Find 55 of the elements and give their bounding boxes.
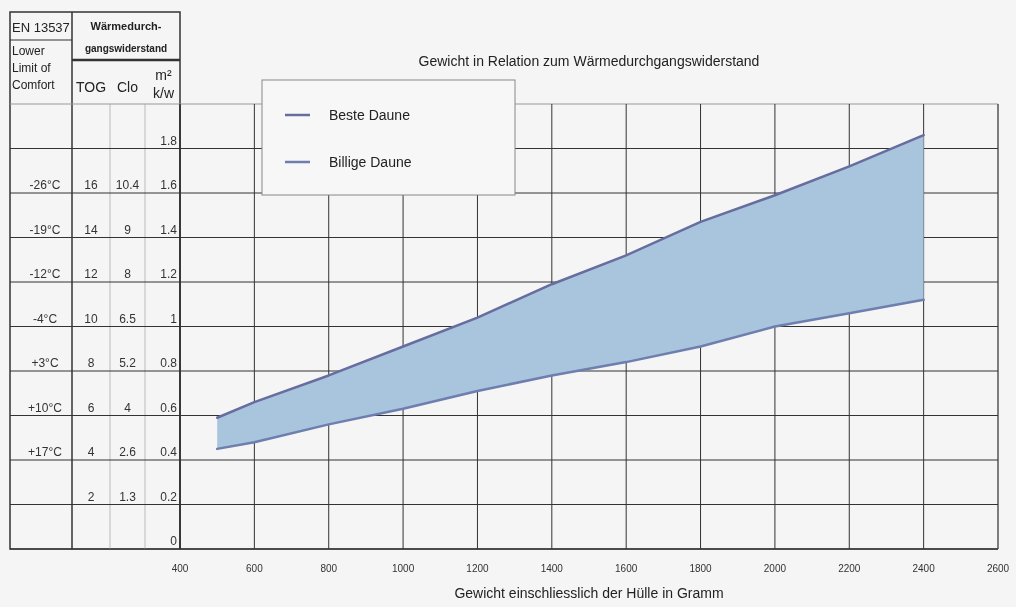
y3-tick-label: 2.6 — [119, 445, 137, 459]
y2-tick-label: 10 — [84, 311, 98, 326]
text: -4°C — [32, 311, 58, 326]
y-tick-label: 0.6 — [160, 400, 178, 415]
y3-tick-label: 5.2 — [119, 356, 137, 370]
y3-tick-label: 8 — [124, 267, 132, 281]
y-tick-label: 1.6 — [160, 178, 178, 192]
legend-label: Beste Daune — [329, 107, 411, 123]
x-tick-label: 1000 — [391, 563, 415, 574]
y-tick-label: 1.4 — [160, 222, 178, 237]
y2-tick-label: 8 — [87, 356, 95, 370]
y2-tick-label: 2 — [87, 489, 95, 504]
text: Wärmedurch-gangswiderstand — [84, 20, 168, 54]
y3-tick-label: 1.3 — [119, 489, 137, 504]
text: Lower Limit of Comfort — [12, 44, 56, 92]
y-tick-label: 1.8 — [160, 133, 178, 148]
y2-tick-label: 12 — [84, 267, 98, 281]
x-tick-label: 2000 — [763, 563, 787, 574]
x-tick-label: 2200 — [838, 563, 861, 574]
text: +10°C — [28, 400, 63, 415]
text: +3°C — [31, 356, 59, 370]
y-tick-label: 1.2 — [160, 267, 178, 281]
text: +17°C — [28, 445, 63, 459]
y-tick-label: 0 — [170, 534, 178, 548]
x-tick-label: 1800 — [689, 563, 713, 574]
y-tick-label: 0.8 — [160, 356, 178, 370]
y-tick-label: 0.2 — [160, 489, 178, 504]
y2-tick-label: 14 — [84, 222, 98, 237]
y3-tick-label: 10.4 — [115, 178, 140, 192]
y2-tick-label: 16 — [84, 178, 98, 192]
x-tick-label: 400 — [171, 563, 189, 574]
x-tick-label: 800 — [320, 563, 338, 574]
x-tick-label: 2400 — [912, 563, 936, 574]
y-tick-label: 1 — [170, 311, 178, 326]
text: -12°C — [29, 267, 61, 281]
x-tick-label: 1400 — [540, 563, 564, 574]
x-axis-title: Gewicht einschliesslich der Hülle in Gramm — [454, 585, 724, 601]
y3-tick-label: 6.5 — [119, 311, 137, 326]
y-axis-title: m² k/w — [153, 67, 175, 101]
chart-title: Gewicht in Relation zum Wärmedurchgangswiderstand — [418, 53, 760, 69]
x-tick-label: 2600 — [986, 563, 1010, 574]
y2-axis-title: TOG — [75, 79, 107, 95]
text: EN 13537 — [12, 20, 70, 35]
y-tick-label: 0.4 — [160, 445, 178, 459]
legend-label: Billige Daune — [329, 154, 412, 170]
y3-tick-label: 9 — [124, 222, 132, 237]
y3-axis-title: Clo — [116, 79, 139, 95]
x-tick-label: 1200 — [466, 563, 490, 574]
x-tick-label: 600 — [246, 563, 264, 574]
y3-tick-label: 4 — [124, 400, 132, 415]
y2-tick-label: 4 — [87, 445, 95, 459]
y2-tick-label: 6 — [87, 400, 95, 415]
text: -19°C — [29, 222, 61, 237]
text: -26°C — [29, 178, 61, 192]
x-tick-label: 1600 — [615, 563, 638, 574]
